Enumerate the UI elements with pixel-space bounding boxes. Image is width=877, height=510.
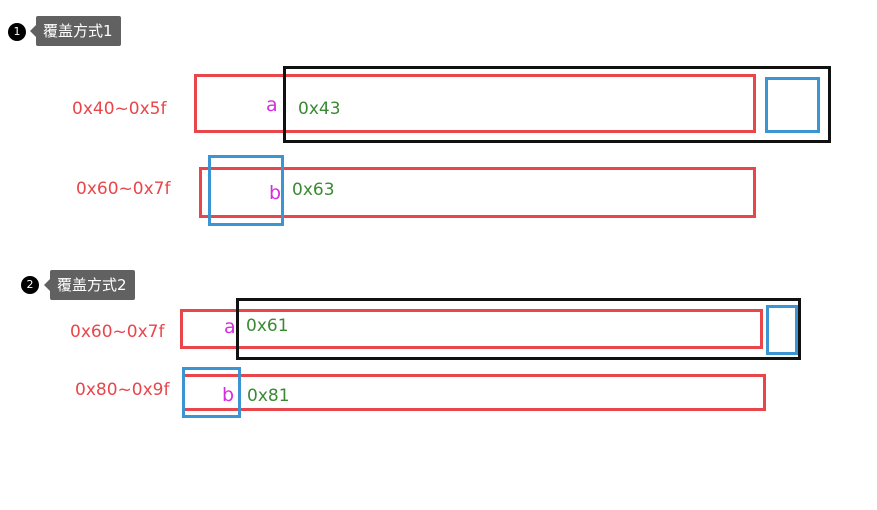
overlap-chunk-box-2 (236, 298, 801, 360)
chunk-b-size: 0x63 (292, 180, 335, 200)
chunk-b-label-2: b (222, 384, 235, 406)
section-1-title: 覆盖方式1 (30, 16, 121, 46)
chunk-a-box (194, 74, 756, 133)
overlap-chunk-box (283, 66, 831, 143)
range-label-0x40: 0x40~0x5f (72, 99, 167, 119)
chunk-b-box (199, 167, 756, 218)
chunk-b-size-2: 0x81 (247, 386, 290, 406)
range-label-0x60-2: 0x60~0x7f (70, 322, 165, 342)
step-2-badge: 2 (21, 276, 39, 294)
chunk-a-label-2: a (224, 316, 236, 338)
range-label-0x60: 0x60~0x7f (76, 179, 171, 199)
chunk-a-box-2 (180, 309, 763, 349)
section-2-title: 覆盖方式2 (44, 270, 135, 300)
next-chunk-box-2 (766, 305, 798, 355)
step-1-badge: 1 (8, 23, 26, 41)
chunk-a-size: 0x43 (298, 99, 341, 119)
chunk-b-label: b (269, 182, 282, 204)
next-chunk-box (765, 77, 820, 133)
range-label-0x80: 0x80~0x9f (75, 380, 170, 400)
chunk-a-label: a (266, 94, 278, 116)
chunk-b-header-box (208, 155, 284, 226)
chunk-a-size-2: 0x61 (246, 316, 289, 336)
chunk-b-header-box-2 (182, 367, 241, 418)
